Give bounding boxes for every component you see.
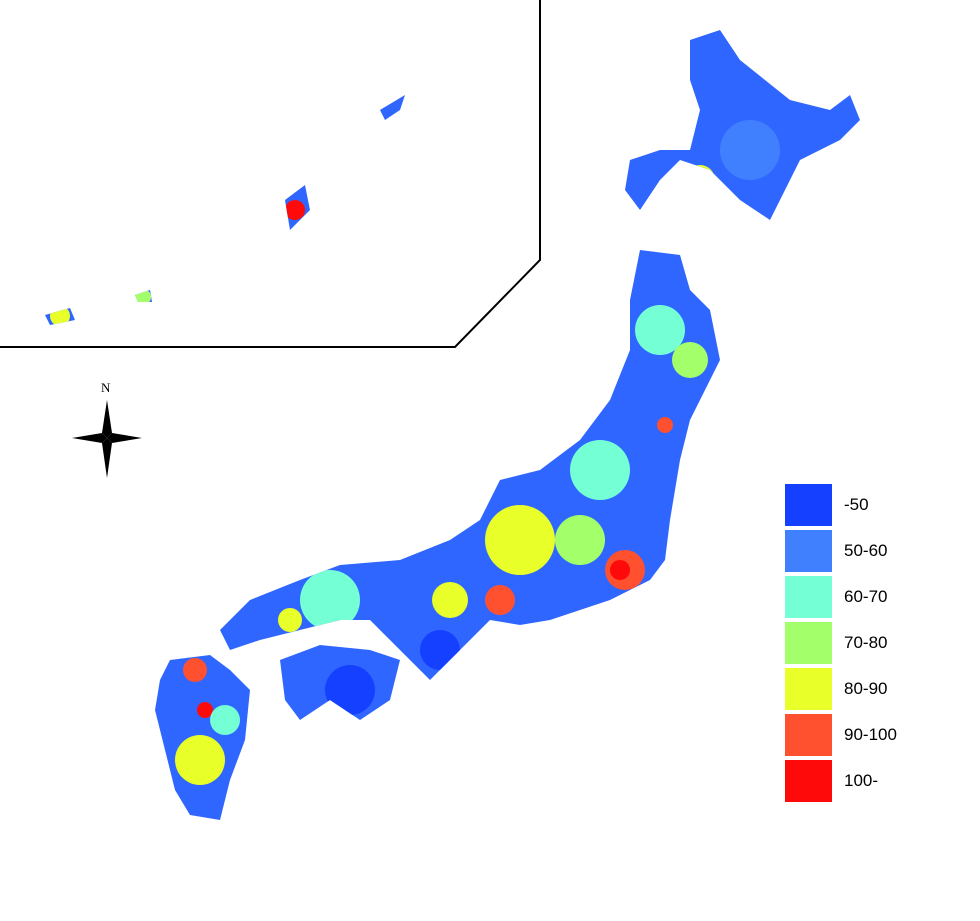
legend-item: 100- bbox=[785, 758, 897, 804]
map-legend: -50 50-60 60-70 70-80 80-90 90-100 100- bbox=[785, 482, 897, 804]
legend-label: -50 bbox=[844, 495, 869, 514]
legend-item: 90-100 bbox=[785, 712, 897, 758]
legend-swatch bbox=[785, 484, 832, 526]
legend-label: 60-70 bbox=[844, 587, 888, 606]
legend-label: 80-90 bbox=[844, 679, 888, 698]
compass-rose-icon bbox=[72, 400, 142, 478]
legend-swatch bbox=[785, 530, 832, 572]
legend-item: 60-70 bbox=[785, 574, 897, 620]
legend-item: 80-90 bbox=[785, 666, 897, 712]
legend-item: 50-60 bbox=[785, 528, 897, 574]
inset-border bbox=[0, 0, 541, 348]
legend-label: 100- bbox=[844, 771, 879, 790]
legend-swatch bbox=[785, 622, 832, 664]
legend-swatch bbox=[785, 714, 832, 756]
legend-item: -50 bbox=[785, 482, 897, 528]
legend-label: 70-80 bbox=[844, 633, 888, 652]
legend-swatch bbox=[785, 576, 832, 618]
legend-swatch bbox=[785, 760, 832, 802]
legend-swatch bbox=[785, 668, 832, 710]
legend-label: 90-100 bbox=[844, 725, 897, 744]
legend-item: 70-80 bbox=[785, 620, 897, 666]
legend-label: 50-60 bbox=[844, 541, 888, 560]
compass-north-label: N bbox=[101, 380, 111, 395]
